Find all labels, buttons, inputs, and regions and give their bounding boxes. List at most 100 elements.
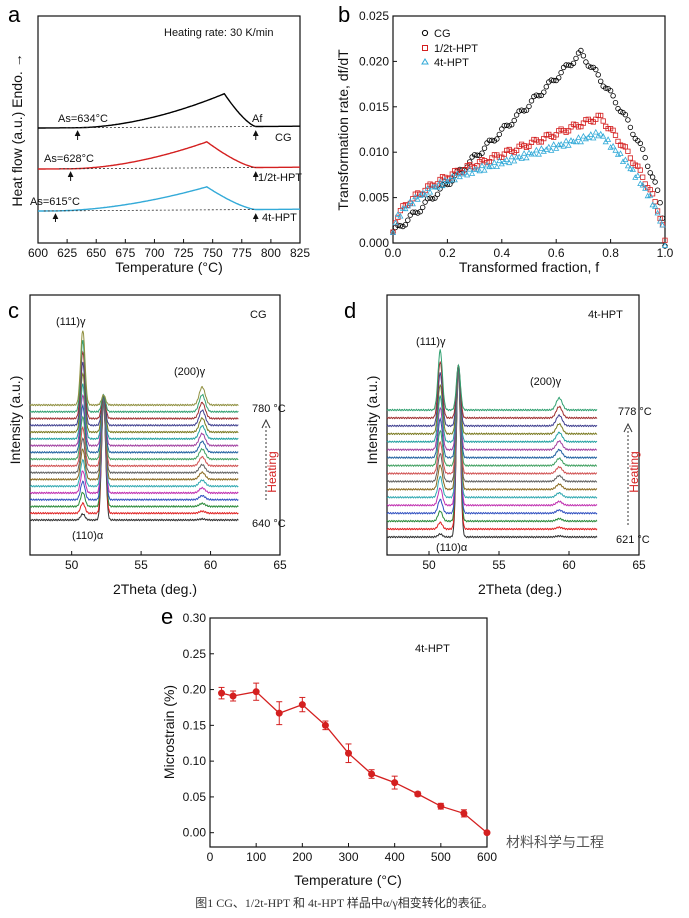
b-point-cg bbox=[617, 108, 624, 115]
legend-half: 1/2t-HPT bbox=[434, 43, 478, 55]
b-point-four bbox=[587, 131, 594, 137]
b-point-cg bbox=[489, 137, 495, 143]
e-point bbox=[321, 721, 329, 729]
xrd-scan-8 bbox=[29, 396, 239, 468]
b-xtick-label-0.8: 0.8 bbox=[602, 246, 619, 260]
b-point-four bbox=[607, 144, 614, 150]
panel-e-x-label: Temperature (°C) bbox=[294, 872, 402, 888]
b-point-four bbox=[516, 153, 523, 160]
b-point-four bbox=[511, 157, 518, 164]
e-ytick-label-0.25: 0.25 bbox=[183, 647, 207, 661]
xrd-xtick-label-55: 55 bbox=[492, 558, 506, 572]
e-point bbox=[391, 779, 399, 787]
b-point-four bbox=[476, 167, 483, 174]
b-point-cg bbox=[585, 63, 591, 69]
b-point-cg bbox=[593, 66, 599, 73]
b-point-four bbox=[474, 166, 481, 172]
a-arrow-head bbox=[252, 213, 259, 220]
b-point-cg bbox=[603, 85, 609, 91]
b-point-four bbox=[434, 183, 441, 190]
e-point bbox=[483, 829, 491, 837]
panel-a-frame bbox=[37, 15, 301, 244]
legend-cg: CG bbox=[434, 28, 451, 40]
xrd-xtick-label-60: 60 bbox=[204, 558, 218, 572]
xrd-scan-3 bbox=[29, 399, 239, 502]
xrd-scan-2 bbox=[386, 366, 598, 523]
b-point-cg bbox=[588, 64, 594, 70]
b-ytick-label-0.010: 0.010 bbox=[359, 145, 389, 159]
b-point-four bbox=[605, 136, 612, 142]
a-arrow-head bbox=[52, 213, 59, 220]
b-point-cg bbox=[474, 152, 480, 158]
panel-a-title: Heating rate: 30 K/min bbox=[164, 27, 273, 39]
b-point-half bbox=[657, 215, 663, 222]
c-peak-111-label: (111)γ bbox=[56, 316, 86, 328]
xrd-scan-10 bbox=[29, 396, 239, 454]
b-ytick-label-0.000: 0.000 bbox=[359, 236, 389, 250]
b-point-four bbox=[550, 141, 557, 147]
panel-a-letter: a bbox=[8, 2, 21, 27]
e-point bbox=[275, 709, 283, 717]
xrd-scan-13 bbox=[386, 365, 598, 436]
c-heating-label: Heating bbox=[265, 451, 279, 492]
b-point-cg bbox=[649, 174, 656, 180]
b-point-four bbox=[392, 219, 399, 226]
b-point-cg bbox=[647, 170, 653, 176]
e-point bbox=[437, 802, 445, 810]
b-point-cg bbox=[511, 117, 517, 124]
xrd-scan-15 bbox=[29, 350, 239, 421]
b-point-four bbox=[553, 145, 560, 151]
e-point bbox=[460, 809, 468, 817]
b-point-cg bbox=[506, 123, 512, 129]
panel-a-dsc-chart: a Heating rate: 30 K/min 600 625 650 675 700… bbox=[8, 2, 310, 275]
panel-b-ticks: 0.0 0.2 0.4 0.6 0.8 1.0 0.000 0.005 0.010 0.015 0.… bbox=[359, 9, 674, 260]
b-point-four bbox=[422, 191, 429, 198]
b-point-four bbox=[530, 150, 537, 157]
b-point-four bbox=[642, 185, 649, 191]
e-xtick-label-200: 200 bbox=[292, 850, 312, 864]
b-point-four bbox=[439, 182, 446, 189]
xrd-scan-17 bbox=[29, 330, 239, 407]
b-point-four bbox=[535, 150, 542, 157]
b-point-four bbox=[446, 176, 453, 183]
b-point-four bbox=[565, 142, 572, 148]
panel-c-ticks: 50 55 60 65 bbox=[65, 551, 287, 572]
a-baseline-1/2t-HPT bbox=[58, 167, 256, 170]
b-point-four bbox=[402, 205, 409, 212]
e-xtick-label-500: 500 bbox=[431, 850, 451, 864]
xrd-scan-16 bbox=[386, 349, 598, 412]
b-point-cg bbox=[598, 78, 604, 84]
xrd-scan-14 bbox=[386, 365, 598, 428]
b-point-four bbox=[659, 221, 666, 228]
b-point-four bbox=[533, 146, 540, 153]
b-point-four bbox=[661, 242, 669, 248]
b-point-four bbox=[592, 128, 599, 135]
b-point-cg bbox=[533, 92, 540, 98]
b-point-cg bbox=[429, 196, 436, 202]
b-point-cg bbox=[625, 117, 631, 123]
panel-c-letter: c bbox=[8, 298, 19, 323]
xrd-scan-0 bbox=[29, 399, 239, 522]
panel-b-y-label: Transformation rate, df/dT bbox=[335, 49, 351, 211]
a-xtick-label-775: 775 bbox=[232, 246, 252, 260]
b-point-four bbox=[389, 229, 397, 235]
b-point-four bbox=[577, 138, 584, 145]
e-ytick-label-0.15: 0.15 bbox=[183, 718, 207, 732]
panel-b-legend: CG 1/2t-HPT 4t-HPT bbox=[421, 28, 478, 69]
b-point-half bbox=[640, 174, 646, 180]
a-arrow-head bbox=[67, 171, 74, 178]
xrd-scan-14 bbox=[29, 361, 239, 427]
b-point-cg bbox=[479, 150, 485, 156]
b-point-half bbox=[655, 208, 661, 214]
a-xtick-label-650: 650 bbox=[86, 246, 106, 260]
e-line bbox=[221, 691, 488, 834]
b-point-cg bbox=[652, 179, 658, 185]
b-point-cg bbox=[615, 105, 621, 112]
e-point bbox=[414, 790, 422, 798]
e-ytick-label-0.05: 0.05 bbox=[183, 790, 207, 804]
a-xtick-label-800: 800 bbox=[261, 246, 281, 260]
panel-e-letter: e bbox=[161, 604, 173, 629]
xrd-scan-16 bbox=[29, 340, 239, 414]
b-point-four bbox=[491, 159, 498, 165]
panel-d-sample: 4t-HPT bbox=[588, 309, 623, 321]
